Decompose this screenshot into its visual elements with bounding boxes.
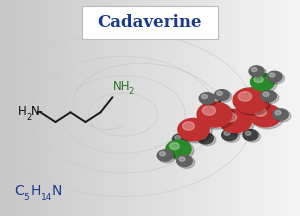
Circle shape bbox=[172, 134, 188, 145]
Circle shape bbox=[167, 141, 194, 160]
Circle shape bbox=[198, 103, 235, 129]
Text: H: H bbox=[31, 184, 41, 198]
Circle shape bbox=[234, 89, 271, 115]
FancyBboxPatch shape bbox=[82, 6, 218, 39]
Text: N: N bbox=[31, 105, 40, 118]
Circle shape bbox=[262, 92, 279, 103]
Circle shape bbox=[245, 131, 251, 135]
Circle shape bbox=[201, 94, 217, 106]
Circle shape bbox=[216, 91, 232, 102]
Circle shape bbox=[179, 157, 185, 161]
Circle shape bbox=[224, 113, 236, 122]
Circle shape bbox=[251, 67, 266, 78]
Text: 2: 2 bbox=[26, 113, 32, 122]
Text: NH: NH bbox=[112, 80, 130, 93]
Circle shape bbox=[183, 122, 194, 130]
Circle shape bbox=[175, 136, 181, 140]
Circle shape bbox=[251, 67, 257, 72]
Text: 14: 14 bbox=[41, 193, 53, 202]
Circle shape bbox=[245, 131, 260, 142]
Circle shape bbox=[251, 105, 284, 129]
Circle shape bbox=[233, 88, 268, 113]
Circle shape bbox=[255, 108, 266, 116]
Circle shape bbox=[202, 94, 208, 99]
Circle shape bbox=[202, 106, 215, 115]
Circle shape bbox=[220, 110, 255, 135]
Circle shape bbox=[269, 73, 284, 84]
Circle shape bbox=[159, 151, 175, 163]
Text: C: C bbox=[14, 184, 24, 198]
Circle shape bbox=[199, 93, 215, 104]
Circle shape bbox=[217, 91, 223, 95]
Circle shape bbox=[250, 104, 281, 127]
Circle shape bbox=[224, 131, 230, 135]
Circle shape bbox=[274, 110, 291, 122]
Circle shape bbox=[243, 130, 258, 140]
Circle shape bbox=[200, 134, 206, 139]
Circle shape bbox=[198, 133, 213, 144]
Circle shape bbox=[177, 155, 192, 167]
Circle shape bbox=[224, 131, 240, 142]
Circle shape bbox=[178, 157, 195, 168]
Circle shape bbox=[222, 129, 237, 141]
Text: H: H bbox=[18, 105, 27, 118]
Circle shape bbox=[178, 118, 209, 141]
Circle shape bbox=[238, 92, 251, 101]
Circle shape bbox=[160, 152, 166, 156]
Circle shape bbox=[157, 150, 173, 161]
Circle shape bbox=[219, 109, 252, 133]
Circle shape bbox=[250, 73, 274, 91]
Circle shape bbox=[275, 111, 281, 115]
Circle shape bbox=[200, 134, 216, 146]
Circle shape bbox=[166, 140, 191, 158]
Circle shape bbox=[254, 76, 263, 83]
Text: Cadaverine: Cadaverine bbox=[98, 14, 202, 31]
Circle shape bbox=[174, 135, 190, 146]
Circle shape bbox=[249, 66, 264, 77]
Text: 2: 2 bbox=[128, 87, 133, 96]
Circle shape bbox=[269, 73, 275, 77]
Circle shape bbox=[179, 119, 212, 143]
Circle shape bbox=[170, 143, 179, 150]
Circle shape bbox=[261, 91, 276, 102]
Circle shape bbox=[273, 109, 288, 120]
Circle shape bbox=[267, 71, 282, 82]
Text: 5: 5 bbox=[23, 193, 29, 202]
Circle shape bbox=[263, 92, 269, 97]
Circle shape bbox=[197, 102, 232, 127]
Text: N: N bbox=[52, 184, 62, 198]
Circle shape bbox=[252, 75, 277, 93]
Circle shape bbox=[214, 90, 230, 100]
